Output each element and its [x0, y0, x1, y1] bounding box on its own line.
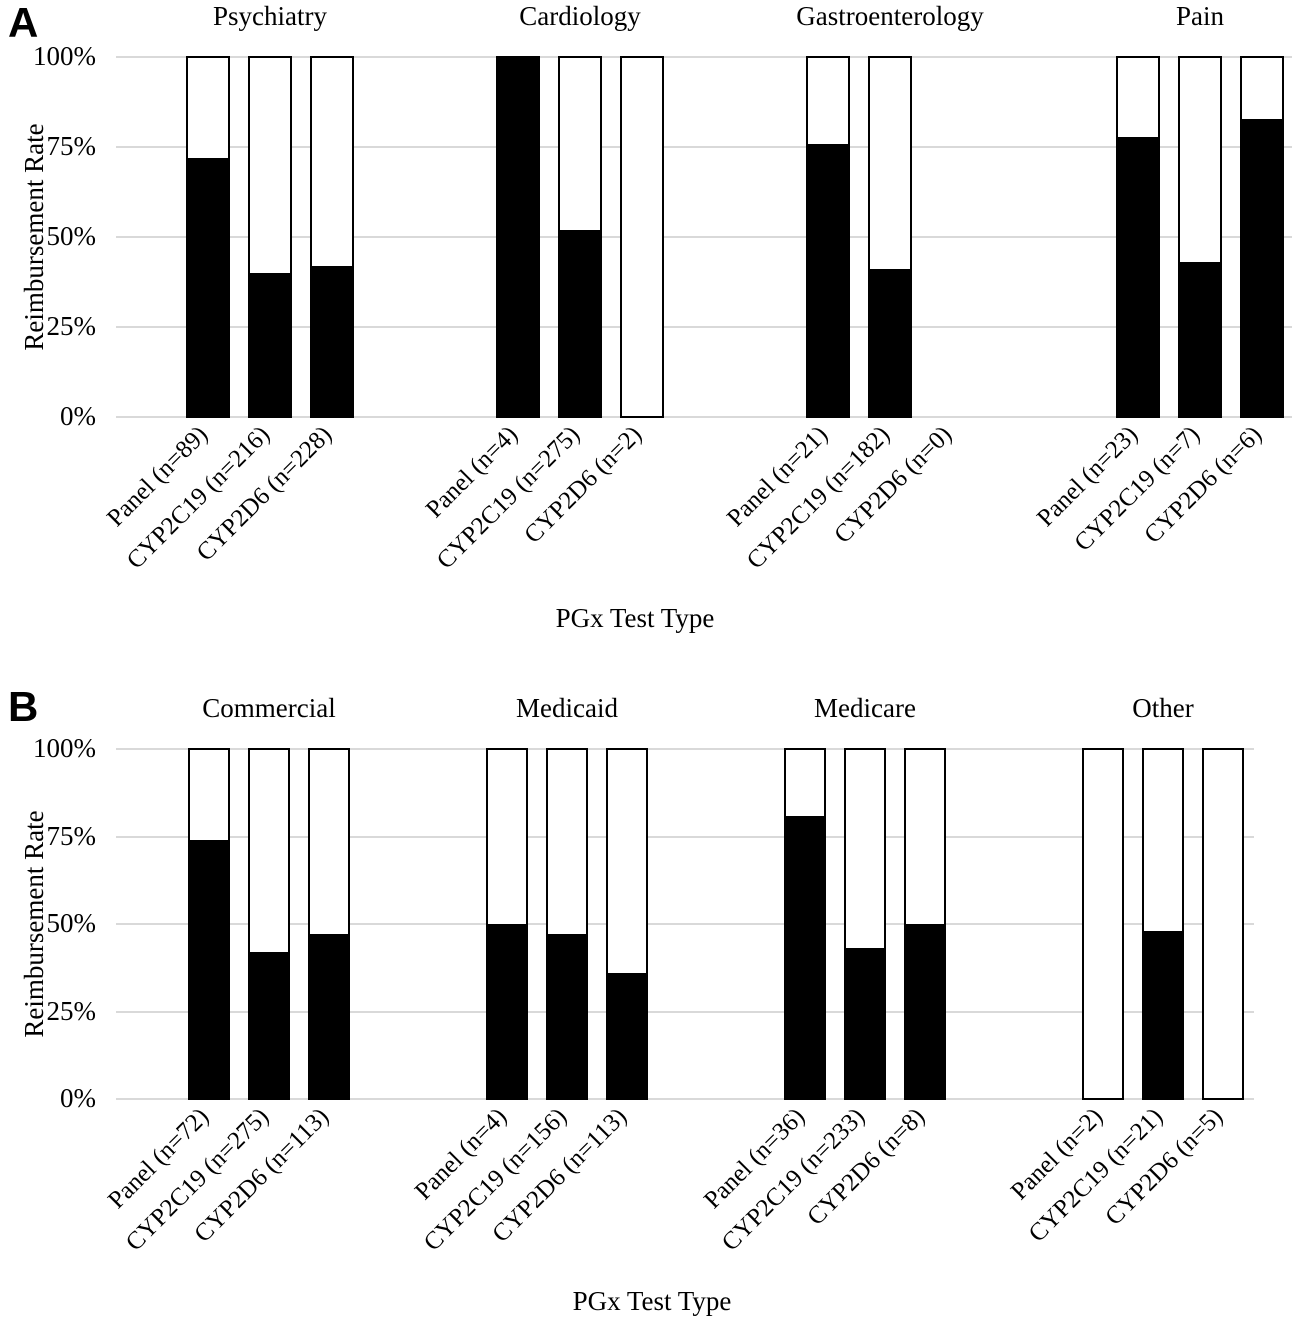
- gridline-a-100: [116, 56, 1292, 58]
- group-title-b-1: Medicaid: [516, 693, 618, 723]
- y-tick-label-a: 75%: [46, 131, 97, 161]
- gridline-b-75: [116, 835, 1254, 838]
- bar-b-2-2: [904, 748, 946, 1100]
- bar-b-1-0: [486, 748, 528, 1100]
- bar-fill-a-1-1: [560, 229, 600, 416]
- bar-b-0-1: [248, 748, 290, 1100]
- y-tick-label-a: 100%: [33, 41, 96, 71]
- y-tick-label-b: 75%: [46, 820, 97, 851]
- bar-a-0-1: [248, 56, 292, 418]
- y-tick-label-a: 25%: [46, 311, 97, 341]
- bar-fill-a-3-2: [1242, 118, 1282, 416]
- bar-b-1-2: [606, 748, 648, 1100]
- group-title-b-2: Medicare: [814, 693, 916, 723]
- bar-a-1-2: [620, 56, 664, 418]
- bar-a-2-1: [868, 56, 912, 418]
- group-title-a-1: Cardiology: [519, 1, 641, 31]
- bar-a-0-2: [310, 56, 354, 418]
- bar-b-3-1: [1142, 748, 1184, 1100]
- bar-b-0-2: [308, 748, 350, 1100]
- bar-b-2-1: [844, 748, 886, 1100]
- gridline-b-0: [116, 1098, 1254, 1100]
- group-title-b-3: Other: [1132, 693, 1194, 723]
- gridline-a-50: [116, 236, 1292, 238]
- x-axis-title-b: PGx Test Type: [572, 1286, 732, 1316]
- bar-fill-b-0-1: [250, 951, 288, 1098]
- bar-fill-a-0-1: [250, 272, 290, 416]
- bar-a-0-0: [186, 56, 230, 418]
- y-axis-title-b: Reimbursement Rate: [19, 810, 49, 1038]
- bar-a-1-0: [496, 56, 540, 418]
- y-axis-title-a: Reimbursement Rate: [19, 123, 49, 351]
- bar-fill-b-0-2: [310, 934, 348, 1098]
- bar-a-3-2: [1240, 56, 1284, 418]
- group-title-a-3: Pain: [1175, 1, 1225, 31]
- bar-fill-b-1-0: [488, 924, 526, 1098]
- y-tick-label-b: 25%: [46, 995, 97, 1026]
- gridline-a-75: [116, 146, 1292, 148]
- gridline-a-0: [116, 416, 1292, 418]
- gridline-b-25: [116, 1010, 1254, 1013]
- bar-fill-b-1-1: [548, 934, 586, 1098]
- y-tick-label-b: 50%: [46, 908, 97, 938]
- panel-a-letter: A: [8, 0, 39, 46]
- bar-a-3-0: [1116, 56, 1160, 418]
- group-title-a-2: Gastroenterology: [796, 1, 984, 31]
- y-tick-label-b: 100%: [33, 733, 96, 763]
- bar-fill-b-2-1: [846, 948, 884, 1098]
- bar-a-3-1: [1178, 56, 1222, 418]
- y-tick-label-b: 0%: [60, 1083, 96, 1113]
- bar-fill-a-0-0: [188, 158, 228, 416]
- bar-fill-b-0-0: [190, 840, 228, 1098]
- gridline-a-25: [116, 326, 1292, 328]
- bar-fill-a-2-0: [808, 143, 848, 416]
- bar-fill-a-1-0: [498, 58, 538, 416]
- bar-fill-b-1-2: [608, 972, 646, 1098]
- bar-b-0-0: [188, 748, 230, 1100]
- bar-a-1-1: [558, 56, 602, 418]
- bar-fill-b-2-2: [906, 924, 944, 1098]
- group-title-b-0: Commercial: [202, 693, 336, 723]
- gridline-b-100: [116, 748, 1254, 750]
- bar-b-3-0: [1082, 748, 1124, 1100]
- x-axis-title-a: PGx Test Type: [555, 603, 715, 633]
- bar-fill-a-2-1: [870, 269, 910, 416]
- y-tick-label-a: 50%: [46, 221, 97, 251]
- bar-fill-b-2-0: [786, 816, 824, 1098]
- bar-fill-a-3-0: [1118, 136, 1158, 416]
- panel-b-letter: B: [8, 683, 39, 730]
- bar-a-2-0: [806, 56, 850, 418]
- bar-fill-a-0-2: [312, 265, 352, 416]
- y-tick-label-a: 0%: [60, 401, 96, 431]
- bar-b-2-0: [784, 748, 826, 1100]
- bar-b-1-1: [546, 748, 588, 1100]
- bar-fill-a-3-1: [1180, 262, 1220, 416]
- bar-b-3-2: [1202, 748, 1244, 1100]
- group-title-a-0: Psychiatry: [213, 1, 327, 31]
- bar-fill-b-3-1: [1144, 930, 1182, 1098]
- gridline-b-50: [116, 923, 1254, 925]
